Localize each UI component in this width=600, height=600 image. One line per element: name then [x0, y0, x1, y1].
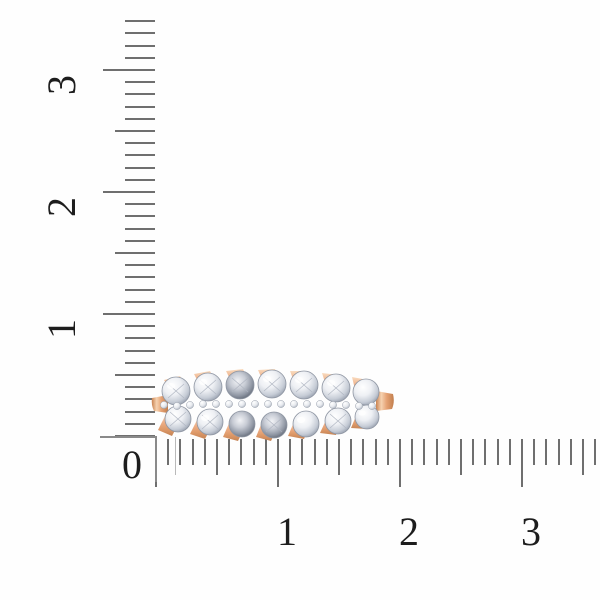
- ruler-minor-tick: [558, 439, 560, 465]
- horizontal-axis-line: [100, 436, 157, 438]
- ruler-minor-tick: [125, 240, 155, 242]
- horizontal-ruler-label: 3: [521, 509, 541, 554]
- ruler-minor-tick: [125, 411, 155, 413]
- ruler-minor-tick: [253, 439, 255, 465]
- ruler-major-tick: [103, 191, 155, 193]
- ruler-minor-tick: [582, 439, 584, 475]
- ruler-minor-tick: [204, 439, 206, 465]
- ruler-minor-tick: [125, 337, 155, 339]
- ruler-major-tick: [399, 439, 401, 487]
- ruler-minor-tick: [125, 386, 155, 388]
- ruler-minor-tick: [460, 439, 462, 475]
- ruler-minor-tick: [179, 439, 181, 465]
- ruler-minor-tick: [484, 439, 486, 465]
- ruler-minor-tick: [115, 130, 155, 132]
- ruler-minor-tick: [115, 374, 155, 376]
- ruler-minor-tick: [338, 439, 340, 475]
- ruler-minor-tick: [125, 423, 155, 425]
- ruler-minor-tick: [167, 439, 169, 465]
- ruler-corner-divider: [175, 437, 176, 475]
- ruler-minor-tick: [125, 20, 155, 22]
- ruler-minor-tick: [125, 142, 155, 144]
- ruler-minor-tick: [375, 439, 377, 465]
- ruler-minor-tick: [125, 93, 155, 95]
- ruler-minor-tick: [411, 439, 413, 465]
- ruler-minor-tick: [125, 301, 155, 303]
- ruler-major-tick: [103, 313, 155, 315]
- ruler-minor-tick: [125, 276, 155, 278]
- ruler-minor-tick: [192, 439, 194, 465]
- ruler-minor-tick: [436, 439, 438, 465]
- ruler-minor-tick: [594, 439, 596, 465]
- ruler-minor-tick: [125, 179, 155, 181]
- ruler-minor-tick: [448, 439, 450, 465]
- ruler-minor-tick: [362, 439, 364, 465]
- ruler-minor-tick: [570, 439, 572, 465]
- ruler-minor-tick: [125, 398, 155, 400]
- ruler-minor-tick: [125, 45, 155, 47]
- ruler-minor-tick: [387, 439, 389, 465]
- horizontal-ruler-label: 1: [277, 509, 297, 554]
- ruler-minor-tick: [115, 252, 155, 254]
- ruler-minor-tick: [289, 439, 291, 465]
- vertical-ruler-label: 3: [39, 75, 84, 95]
- ruler-major-tick: [103, 69, 155, 71]
- horizontal-ruler-label: 2: [399, 509, 419, 554]
- ruler-major-tick: [277, 439, 279, 487]
- ruler-minor-tick: [125, 57, 155, 59]
- ruler-minor-tick: [240, 439, 242, 465]
- vertical-ruler-label: 1: [39, 319, 84, 339]
- ruler-minor-tick: [125, 154, 155, 156]
- ruler-minor-tick: [125, 32, 155, 34]
- ruler-minor-tick: [228, 439, 230, 465]
- ruler-minor-tick: [125, 106, 155, 108]
- ruler-minor-tick: [423, 439, 425, 465]
- horizontal-ruler-label: 0: [122, 442, 142, 487]
- ruler-minor-tick: [125, 264, 155, 266]
- vertical-ruler-label: 2: [39, 197, 84, 217]
- ruler-minor-tick: [533, 439, 535, 465]
- ruler-minor-tick: [216, 439, 218, 475]
- ruler-minor-tick: [265, 439, 267, 465]
- ruler-minor-tick: [125, 81, 155, 83]
- diamond-ring: [150, 360, 395, 445]
- ruler-minor-tick: [125, 289, 155, 291]
- ruler-minor-tick: [125, 203, 155, 205]
- ruler-minor-tick: [125, 362, 155, 364]
- ruler-minor-tick: [301, 439, 303, 465]
- ruler-minor-tick: [497, 439, 499, 465]
- ruler-minor-tick: [314, 439, 316, 465]
- ruler-minor-tick: [125, 325, 155, 327]
- ruler-major-tick: [521, 439, 523, 487]
- ruler-minor-tick: [125, 167, 155, 169]
- ruler-minor-tick: [350, 439, 352, 465]
- ruler-minor-tick: [125, 118, 155, 120]
- ruler-minor-tick: [472, 439, 474, 465]
- ruler-minor-tick: [125, 215, 155, 217]
- ruler-minor-tick: [545, 439, 547, 465]
- ruler-minor-tick: [326, 439, 328, 465]
- ruler-minor-tick: [125, 228, 155, 230]
- ruler-minor-tick: [509, 439, 511, 465]
- ruler-minor-tick: [125, 350, 155, 352]
- vertical-axis-line: [155, 437, 157, 482]
